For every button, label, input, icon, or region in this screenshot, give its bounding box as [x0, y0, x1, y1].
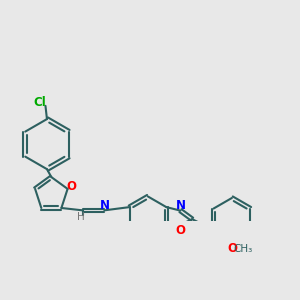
Text: O: O	[227, 242, 237, 255]
Text: N: N	[100, 199, 110, 212]
Text: O: O	[67, 180, 77, 193]
Text: CH₃: CH₃	[233, 244, 253, 254]
Text: H: H	[77, 212, 85, 222]
Text: Cl: Cl	[34, 95, 46, 109]
Text: O: O	[176, 224, 186, 237]
Text: N: N	[176, 199, 186, 212]
